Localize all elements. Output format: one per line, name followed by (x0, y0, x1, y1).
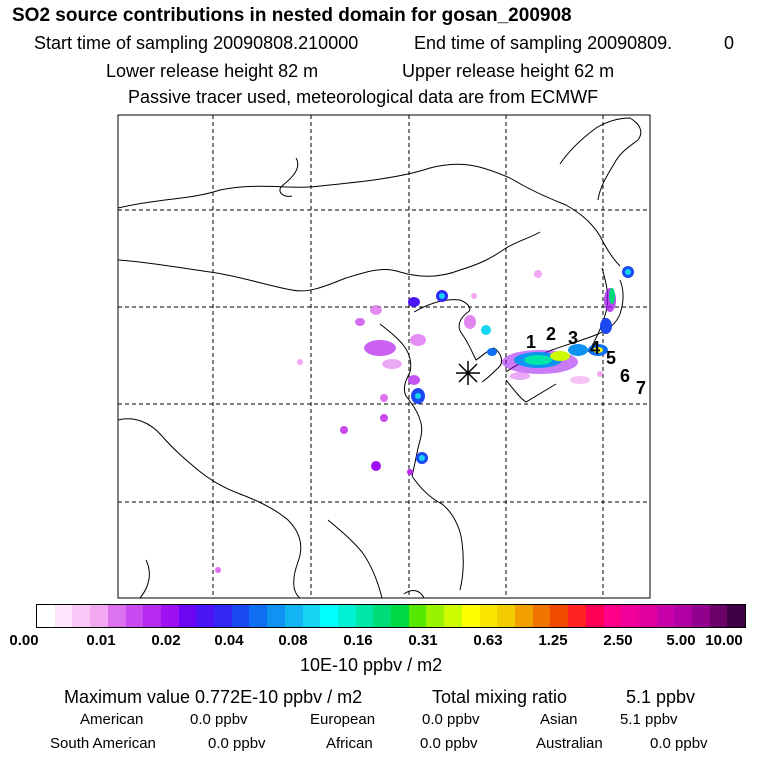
color-scale-segment (125, 605, 144, 627)
contribution-plumes (215, 266, 634, 573)
site-label-1: 1 (526, 332, 537, 352)
scale-tick-label: 10.00 (705, 632, 743, 649)
scale-tick-label: 5.00 (666, 632, 696, 649)
color-scale-segment (532, 605, 551, 627)
color-scale-segment (90, 605, 108, 627)
color-scale-segment (479, 605, 498, 627)
site-label-4: 4 (590, 338, 601, 358)
scale-tick-label: 0.16 (343, 632, 373, 649)
color-scale-segment (638, 605, 657, 627)
color-scale-segment (267, 605, 285, 627)
figure-title: SO2 source contributions in nested domai… (12, 5, 572, 26)
color-scale-segment (231, 605, 250, 627)
color-scale-segment (497, 605, 515, 627)
tracer-note: Passive tracer used, meteorological data… (128, 87, 599, 107)
site-label-2: 2 (546, 324, 557, 344)
region-value-australian: 0.0 ppbv (650, 735, 708, 752)
color-scale-segment (302, 605, 321, 627)
color-scale-segment (550, 605, 569, 627)
site-label-3: 3 (568, 328, 579, 348)
site-label-6: 6 (620, 366, 631, 386)
total-mixing-label: Total mixing ratio (432, 687, 568, 707)
color-scale-segment (727, 605, 746, 627)
color-scale-segment (72, 605, 91, 627)
color-scale-segment (603, 605, 622, 627)
color-scale-segment (337, 605, 356, 627)
color-scale-segment (284, 605, 303, 627)
total-mixing-value: 5.1 ppbv (626, 687, 696, 707)
color-scale-segment (214, 605, 232, 627)
region-name-asian: Asian (540, 711, 578, 728)
coastlines (118, 117, 642, 598)
color-scale-segment (37, 605, 55, 627)
region-name-american: American (80, 711, 144, 728)
color-scale-segment (391, 605, 409, 627)
region-name-african: African (326, 735, 373, 752)
color-scale-segment (444, 605, 462, 627)
scale-tick-label: 0.31 (408, 632, 438, 649)
region-name-australian: Australian (536, 735, 603, 752)
color-scale-segment (355, 605, 374, 627)
color-scale-segment (408, 605, 427, 627)
scale-tick-label: 0.02 (151, 632, 181, 649)
upper-release-height: Upper release height 62 m (402, 61, 615, 81)
scale-tick-label: 0.00 (9, 632, 39, 649)
lower-release-height: Lower release height 82 m (106, 61, 319, 81)
scale-tick-label: 0.01 (86, 632, 116, 649)
color-scale-segment (160, 605, 179, 627)
site-label-5: 5 (606, 348, 617, 368)
color-scale-segment (178, 605, 197, 627)
color-scale-segment (621, 605, 639, 627)
color-scale-segment (249, 605, 268, 627)
region-value-south-american: 0.0 ppbv (208, 735, 266, 752)
color-scale-segment (461, 605, 480, 627)
color-scale-segment (585, 605, 604, 627)
color-scale-segment (692, 605, 710, 627)
lat-lon-grid (118, 115, 650, 598)
color-scale-segment (320, 605, 338, 627)
region-name-south-american: South American (50, 735, 156, 752)
scale-tick-label: 0.63 (473, 632, 503, 649)
end-time-label: End time of sampling 20090809. (414, 33, 673, 53)
color-scale-bar (36, 604, 746, 628)
scale-tick-label: 2.50 (603, 632, 633, 649)
color-scale-segment (674, 605, 693, 627)
color-scale-segment (514, 605, 533, 627)
region-value-african: 0.0 ppbv (420, 735, 478, 752)
color-scale-segment (373, 605, 392, 627)
color-scale-segment (709, 605, 728, 627)
scale-unit-label: 10E-10 ppbv / m2 (300, 655, 443, 675)
color-scale-segment (426, 605, 445, 627)
scale-tick-label: 1.25 (538, 632, 568, 649)
region-value-european: 0.0 ppbv (422, 711, 480, 728)
region-value-american: 0.0 ppbv (190, 711, 248, 728)
color-scale-segment (143, 605, 161, 627)
scale-tick-label: 0.04 (214, 632, 244, 649)
color-scale-segment (107, 605, 126, 627)
region-value-asian: 5.1 ppbv (620, 711, 678, 728)
color-scale-segment (196, 605, 215, 627)
scale-tick-label: 0.08 (278, 632, 308, 649)
color-scale-segment (568, 605, 586, 627)
color-scale-segment (54, 605, 73, 627)
region-name-european: European (310, 711, 376, 728)
site-label-7: 7 (636, 378, 647, 398)
start-time-label: Start time of sampling 20090808.210000 (34, 33, 359, 53)
color-scale-segment (656, 605, 675, 627)
end-time-suffix: 0 (724, 33, 735, 53)
asterisk-icon (456, 361, 480, 385)
maximum-value: Maximum value 0.772E-10 ppbv / m2 (64, 687, 363, 707)
